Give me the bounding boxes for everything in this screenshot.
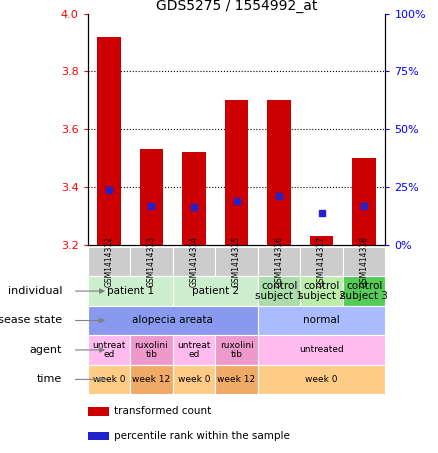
Bar — [258, 335, 385, 365]
Text: untreated: untreated — [299, 346, 344, 354]
Title: GDS5275 / 1554992_at: GDS5275 / 1554992_at — [156, 0, 317, 13]
Text: GSM1414315: GSM1414315 — [232, 236, 241, 287]
Bar — [140, 149, 163, 245]
Bar — [182, 152, 206, 245]
Text: GSM1414313: GSM1414313 — [147, 236, 156, 287]
Bar — [88, 276, 173, 306]
Bar — [353, 158, 376, 245]
Bar — [343, 247, 385, 276]
Bar — [267, 100, 291, 245]
Bar — [130, 365, 173, 394]
Text: patient 1: patient 1 — [106, 286, 154, 296]
Text: untreat
ed: untreat ed — [92, 341, 126, 359]
Text: agent: agent — [30, 345, 62, 355]
Text: transformed count: transformed count — [114, 406, 212, 416]
Bar — [258, 365, 385, 394]
Bar — [88, 335, 130, 365]
Text: alopecia areata: alopecia areata — [132, 315, 213, 326]
Text: percentile rank within the sample: percentile rank within the sample — [114, 431, 290, 441]
Bar — [173, 335, 215, 365]
Bar — [215, 335, 258, 365]
Text: GSM1414314: GSM1414314 — [190, 236, 198, 287]
Bar — [300, 247, 343, 276]
Bar — [173, 276, 258, 306]
Bar — [88, 247, 130, 276]
Bar — [215, 247, 258, 276]
Text: week 0: week 0 — [92, 375, 125, 384]
Text: disease state: disease state — [0, 315, 62, 326]
Text: individual: individual — [7, 286, 62, 296]
Text: ruxolini
tib: ruxolini tib — [134, 341, 168, 359]
Text: week 12: week 12 — [132, 375, 170, 384]
Bar — [300, 276, 343, 306]
Bar — [258, 247, 300, 276]
Bar — [310, 236, 333, 245]
Bar — [258, 306, 385, 335]
Bar — [225, 100, 248, 245]
Text: week 0: week 0 — [305, 375, 338, 384]
Bar — [88, 365, 130, 394]
Text: patient 2: patient 2 — [192, 286, 239, 296]
Text: control
subject 2: control subject 2 — [298, 281, 346, 301]
Text: week 12: week 12 — [217, 375, 256, 384]
Bar — [130, 247, 173, 276]
Bar — [343, 276, 385, 306]
Text: time: time — [37, 374, 62, 385]
Bar — [258, 276, 300, 306]
Text: GSM1414316: GSM1414316 — [275, 236, 283, 287]
Text: GSM1414318: GSM1414318 — [360, 236, 369, 287]
Bar — [173, 247, 215, 276]
Text: GSM1414317: GSM1414317 — [317, 236, 326, 287]
Text: control
subject 3: control subject 3 — [340, 281, 388, 301]
Text: ruxolini
tib: ruxolini tib — [219, 341, 254, 359]
Bar — [97, 37, 120, 245]
Text: normal: normal — [303, 315, 340, 326]
Text: week 0: week 0 — [178, 375, 210, 384]
Bar — [88, 306, 258, 335]
Bar — [215, 365, 258, 394]
Text: untreat
ed: untreat ed — [177, 341, 211, 359]
Bar — [130, 335, 173, 365]
Text: control
subject 1: control subject 1 — [255, 281, 303, 301]
Text: GSM1414312: GSM1414312 — [104, 236, 113, 287]
Bar — [173, 365, 215, 394]
Bar — [88, 407, 109, 415]
Bar — [88, 432, 109, 440]
